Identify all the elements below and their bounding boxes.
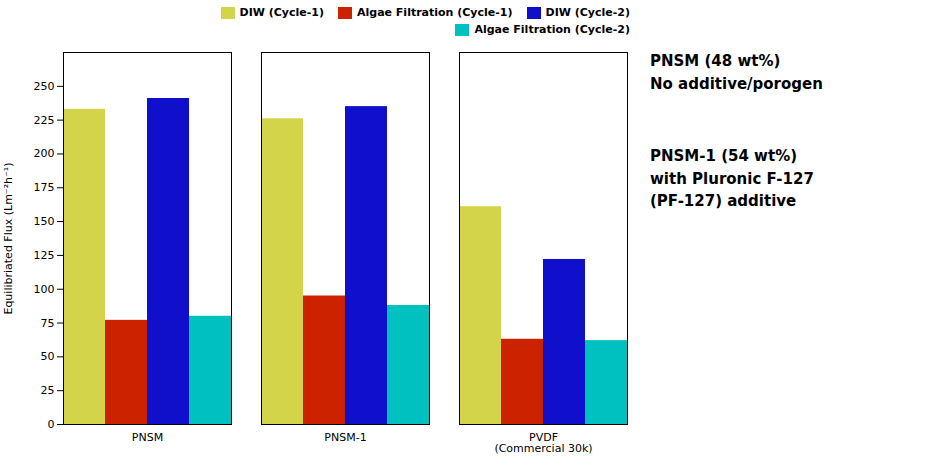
svg-text:25: 25 [41, 384, 55, 397]
svg-text:100: 100 [34, 283, 55, 296]
html-text:DIW (Cycle-1): DIW (Cycle-1) [239, 6, 324, 19]
svg-text:PNSM-1: PNSM-1 [324, 431, 366, 444]
html-text:PNSM (48 wt%) No additive/poro: PNSM (48 wt%) No additive/porogen [650, 52, 823, 93]
svg-text:175: 175 [34, 181, 55, 194]
html-text:Algae Filtration (Cycle-2): Algae Filtration (Cycle-2) [474, 23, 630, 36]
svg-text:Equilibriated Flux (Lm⁻²h⁻¹): Equilibriated Flux (Lm⁻²h⁻¹) [2, 162, 15, 314]
html-text:PNSM-1 (54 wt%) with Pluronic: PNSM-1 (54 wt%) with Pluronic F-127 (PF-… [650, 147, 814, 210]
svg-text:0: 0 [48, 418, 55, 431]
svg-text:250: 250 [34, 80, 55, 93]
html-text:Algae Filtration (Cycle-1): Algae Filtration (Cycle-1) [357, 6, 513, 19]
svg-text:225: 225 [34, 114, 55, 127]
svg-text:150: 150 [34, 215, 55, 228]
svg-text:125: 125 [34, 249, 55, 262]
svg-text:PVDF(Commercial 30k): PVDF(Commercial 30k) [494, 431, 592, 455]
svg-text:200: 200 [34, 147, 55, 160]
svg-text:75: 75 [41, 317, 55, 330]
html-text:DIW (Cycle-2): DIW (Cycle-2) [545, 6, 630, 19]
svg-text:PNSM: PNSM [132, 431, 163, 444]
svg-text:50: 50 [41, 350, 55, 363]
